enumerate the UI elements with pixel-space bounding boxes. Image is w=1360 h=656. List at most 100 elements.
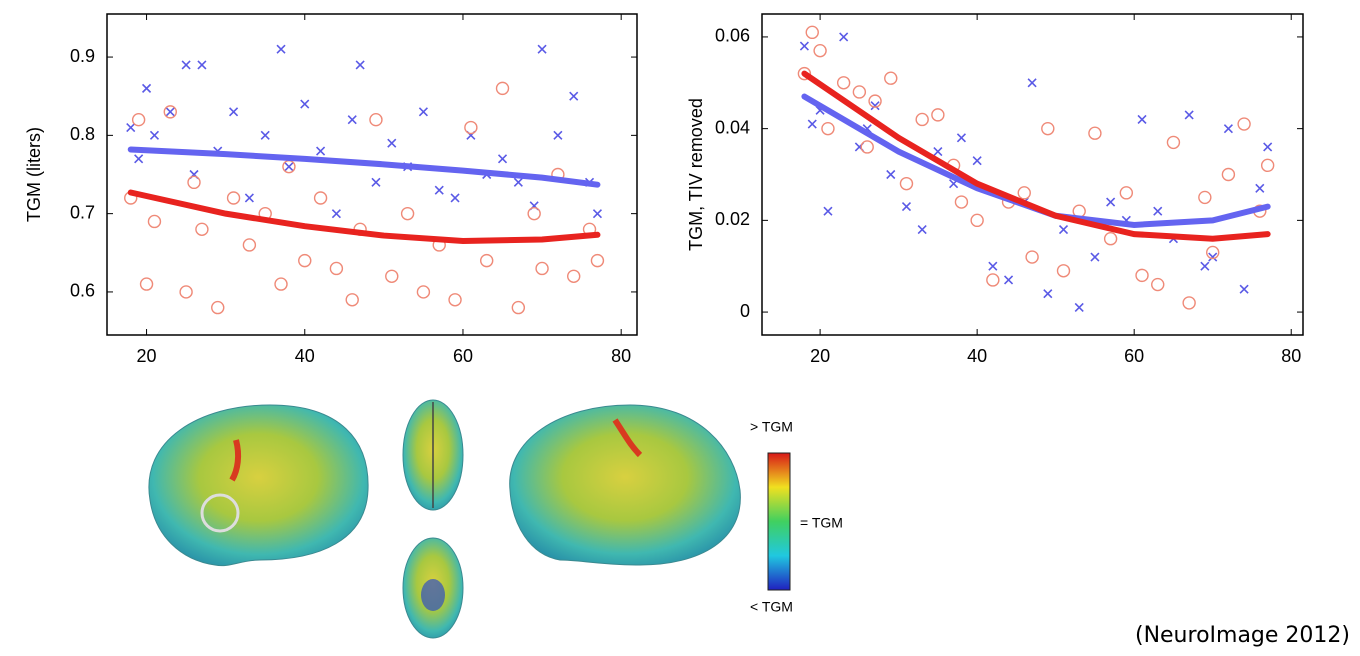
circle-marker [195, 222, 209, 237]
fit-line [801, 70, 1271, 242]
circle-marker [298, 253, 312, 268]
cross-marker [1137, 114, 1147, 125]
y-tick-label: 0 [740, 301, 750, 321]
circle-marker [187, 175, 201, 190]
circle-marker [329, 261, 344, 276]
y-tick-label: 0.02 [715, 209, 750, 229]
x-tick-label: 20 [810, 346, 830, 366]
circle-marker [1206, 245, 1220, 260]
x-tick-label: 20 [137, 346, 157, 366]
cross-marker [1208, 252, 1218, 262]
circle-marker [590, 253, 605, 268]
cross-marker [933, 147, 943, 157]
circle-marker [1017, 186, 1031, 200]
cross-marker [537, 44, 547, 54]
circle-marker [813, 43, 827, 58]
cross-marker [284, 162, 294, 172]
circle-marker [931, 108, 945, 122]
circle-marker [369, 112, 383, 127]
colorbar [767, 452, 791, 591]
circle-marker [1221, 167, 1236, 182]
x-tick-label: 60 [453, 346, 473, 366]
citation: (NeuroImage 2012) [1135, 623, 1350, 648]
y-tick-label: 0.6 [70, 281, 95, 301]
cross-marker [276, 44, 286, 54]
y-tick-label: 0.8 [70, 124, 95, 144]
colorbar-label: < TGM [750, 599, 793, 615]
circle-marker [836, 76, 851, 90]
circle-marker [139, 277, 154, 291]
cross-marker [1058, 224, 1069, 235]
circle-marker [797, 66, 812, 81]
circle-marker [860, 140, 874, 154]
cross-marker [434, 185, 444, 195]
plot-frame [761, 13, 1304, 336]
circle-marker [868, 94, 882, 108]
y-axis-label: TGM, TIV removed [686, 98, 706, 251]
circle-marker [852, 85, 867, 99]
cross-marker [165, 107, 175, 117]
cross-marker [1223, 124, 1233, 134]
cross-marker [1106, 197, 1116, 207]
cross-marker [181, 60, 191, 70]
circle-marker [970, 213, 984, 228]
x-tick-label: 60 [1124, 346, 1144, 366]
cross-marker [244, 193, 254, 203]
cross-marker [988, 261, 998, 271]
x-tick-label: 80 [1281, 346, 1301, 366]
cross-marker [1200, 261, 1210, 271]
circle-marker [1198, 190, 1212, 205]
circle-marker [131, 112, 146, 127]
circle-marker [1182, 296, 1196, 310]
cross-marker [387, 138, 397, 148]
circle-marker [954, 195, 969, 209]
cross-marker [1184, 110, 1194, 120]
circle-marker [274, 277, 288, 291]
cross-marker [418, 107, 428, 117]
circle-marker [1260, 158, 1275, 173]
circle-marker [535, 261, 549, 276]
circle-marker [899, 176, 914, 191]
circle-marker [464, 120, 478, 135]
circle-marker [480, 253, 494, 268]
circle-marker [163, 105, 177, 119]
plot: 20 40 60 80 0 0.02 0.04 0.06 TGM, TIV removed [686, 13, 1304, 366]
cross-marker [1263, 142, 1273, 152]
y-axis-label: TGM (liters) [24, 127, 44, 222]
circle-marker [511, 300, 526, 315]
cross-marker [134, 154, 144, 164]
circle-marker [211, 300, 225, 315]
circle-marker [1056, 264, 1071, 278]
cross-marker [886, 169, 896, 180]
cross-marker [1090, 252, 1100, 262]
cross-marker [1153, 206, 1163, 216]
cross-marker [592, 209, 603, 219]
cross-marker [1027, 78, 1037, 88]
cross-marker [870, 101, 880, 111]
cross-marker [347, 115, 357, 125]
circle-marker [1237, 117, 1251, 131]
cross-marker [1003, 275, 1014, 285]
x-tick-label: 40 [295, 346, 315, 366]
circle-marker [1041, 121, 1055, 136]
circle-marker [416, 285, 431, 299]
circle-marker [915, 112, 929, 127]
cross-marker [149, 130, 160, 140]
cross-marker [569, 91, 579, 101]
circle-marker [805, 25, 819, 40]
colorbar-label: = TGM [800, 515, 843, 531]
cross-marker [126, 122, 136, 133]
cross-marker [1043, 289, 1053, 299]
fit-line [127, 189, 601, 245]
circle-marker [385, 269, 399, 283]
cross-marker [972, 156, 982, 166]
cross-marker [260, 130, 270, 140]
y-tick-label: 0.7 [70, 202, 95, 222]
cross-marker [229, 107, 239, 117]
cross-marker [1239, 284, 1249, 294]
circle-marker [1025, 250, 1039, 264]
circle-marker [1166, 135, 1181, 150]
circle-marker [313, 191, 328, 205]
cross-marker [956, 133, 967, 143]
